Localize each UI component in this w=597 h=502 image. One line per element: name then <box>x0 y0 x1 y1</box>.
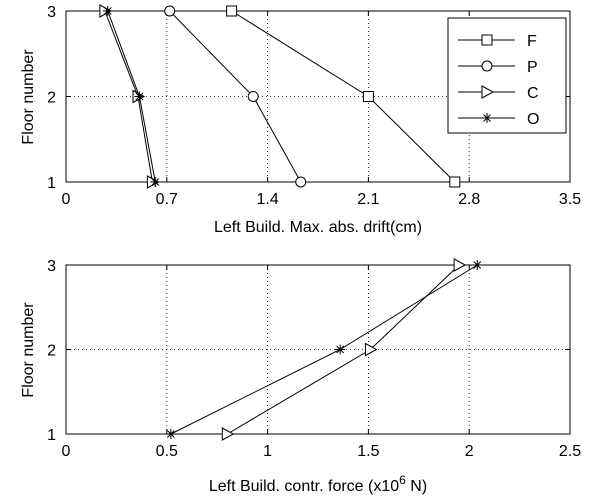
force-ticks: 0 0.5 1 1.5 2 2.5 1 2 3 <box>47 258 581 460</box>
force-y-tick-label: 2 <box>47 343 56 360</box>
drift-x-axis-label: Left Build. Max. abs. drift(cm) <box>214 219 422 236</box>
legend-marker-o-shape <box>482 113 492 123</box>
force-series-star-point <box>472 260 483 270</box>
force-x-axis-label: Left Build. contr. force (x106 N) <box>209 473 427 495</box>
legend-label-c: C <box>527 85 539 102</box>
force-chart: 0 0.5 1 1.5 2 2.5 1 2 3 Left Build. contr. force… <box>20 258 581 495</box>
drift-series-p-point <box>247 91 259 102</box>
legend-item-c: C <box>458 85 539 102</box>
force-series-star-point <box>165 429 176 439</box>
drift-series-o-point <box>134 91 145 102</box>
drift-series-f-point <box>449 176 461 188</box>
drift-series-o-point <box>102 6 113 16</box>
drift-y-axis-label: Floor number <box>20 49 37 145</box>
drift-series <box>99 4 461 189</box>
force-series-triangle-right-point-shape <box>221 427 235 441</box>
force-series-star-point-shape <box>335 344 346 355</box>
drift-series-p-point-shape <box>295 176 307 188</box>
force-x-tick-label: 1 <box>263 443 272 460</box>
force-series <box>165 258 483 441</box>
drift-x-tick-label: 0.7 <box>156 191 178 208</box>
legend-box <box>447 17 567 134</box>
force-x-axis-label-unit: N) <box>406 478 427 495</box>
drift-series-p-point-shape <box>247 91 259 102</box>
force-x-tick-label: 2 <box>465 443 474 460</box>
drift-x-tick-label: 1.4 <box>256 191 278 208</box>
force-series-triangle-right-point <box>453 258 467 272</box>
force-series-triangle-right-point-shape <box>364 342 378 357</box>
drift-series-p-point <box>295 176 307 188</box>
legend-marker-c <box>481 85 495 99</box>
legend-item-f: F <box>458 33 537 50</box>
drift-series-f-point <box>226 5 238 17</box>
force-x-axis-label-exponent: 6 <box>399 473 406 487</box>
drift-series-o-point-shape <box>150 177 161 187</box>
force-x-tick-label: 0 <box>62 443 71 460</box>
force-y-tick-label: 3 <box>47 258 56 275</box>
drift-ticks: 0 0.7 1.4 2.1 2.8 3.5 1 2 3 <box>47 4 581 208</box>
drift-series-f-point-shape <box>226 5 238 17</box>
drift-x-tick-label: 0 <box>62 191 71 208</box>
legend-item-p: P <box>458 59 538 76</box>
force-series-star-point <box>335 344 346 355</box>
force-x-tick-label: 2.5 <box>559 443 581 460</box>
drift-series-p-point <box>164 5 176 17</box>
drift-series-o-point-shape <box>102 6 113 16</box>
force-series-triangle-right-point <box>221 427 235 441</box>
force-x-axis-label-main: Left Build. contr. force (x10 <box>209 478 399 495</box>
force-y-tick-label: 1 <box>47 427 56 444</box>
drift-series-o-point-shape <box>134 91 145 102</box>
legend-marker-p <box>481 60 493 72</box>
force-series-triangle-right-point <box>364 342 378 357</box>
force-x-tick-label: 1.5 <box>357 443 379 460</box>
force-grid <box>66 265 570 434</box>
legend-marker-f <box>481 34 493 46</box>
drift-series-f-point <box>362 91 374 102</box>
drift-series-p-point-shape <box>164 5 176 17</box>
drift-series-f-point-shape <box>449 176 461 188</box>
drift-y-tick-label: 3 <box>47 4 56 21</box>
force-series-star-point-shape <box>472 260 483 270</box>
drift-y-tick-label: 1 <box>47 175 56 192</box>
legend-label-p: P <box>527 59 538 76</box>
legend-marker-c-shape <box>481 85 495 99</box>
drift-series-o-point <box>150 177 161 187</box>
drift-x-tick-label: 3.5 <box>559 191 581 208</box>
legend-marker-f-shape <box>481 34 493 46</box>
legend-item-o: O <box>458 111 539 128</box>
drift-y-tick-label: 2 <box>47 90 56 107</box>
drift-chart: 0 0.7 1.4 2.1 2.8 3.5 1 2 3 Left Build. Max. abs… <box>20 4 581 236</box>
drift-x-tick-label: 2.1 <box>357 191 379 208</box>
force-series-triangle-right-point-shape <box>453 258 467 272</box>
force-x-tick-label: 0.5 <box>156 443 178 460</box>
drift-series-f-point-shape <box>362 91 374 102</box>
legend-marker-p-shape <box>481 60 493 72</box>
legend-marker-o <box>482 113 492 123</box>
drift-x-tick-label: 2.8 <box>458 191 480 208</box>
legend-label-o: O <box>527 111 539 128</box>
force-series-star-point-shape <box>165 429 176 439</box>
legend-label-f: F <box>527 33 537 50</box>
force-y-axis-label: Floor number <box>20 302 37 398</box>
